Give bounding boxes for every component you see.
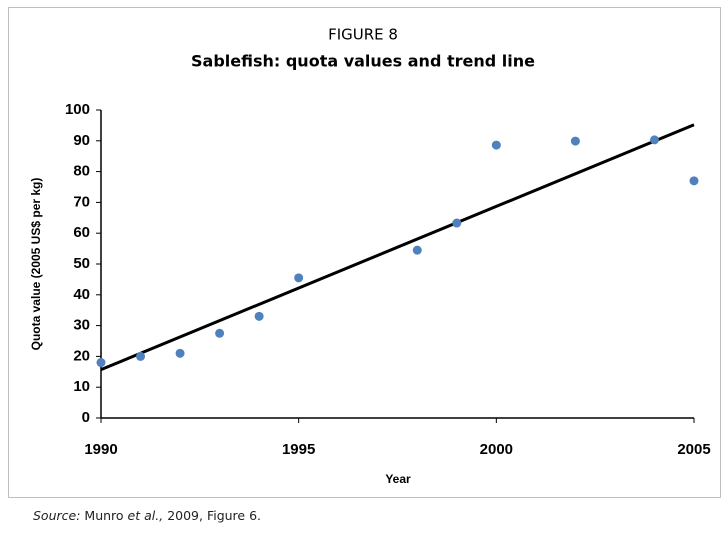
- data-point: [412, 245, 422, 255]
- data-point: [491, 140, 501, 150]
- data-point: [570, 136, 580, 146]
- data-point: [96, 358, 106, 368]
- data-point: [689, 176, 699, 186]
- data-point: [136, 351, 146, 361]
- y-tick-label: 100: [65, 101, 90, 118]
- data-point: [215, 328, 225, 338]
- y-tick-label: 60: [73, 224, 90, 241]
- source-label: Source:: [33, 508, 81, 523]
- x-tick-label: 1995: [282, 441, 315, 458]
- y-tick-label: 50: [73, 255, 90, 272]
- data-point: [294, 273, 304, 283]
- chart-title: FIGURE 8: [328, 26, 398, 44]
- data-point: [649, 135, 659, 145]
- x-tick-label: 1990: [84, 441, 117, 458]
- x-tick-label: 2000: [480, 441, 513, 458]
- x-tick-label: 2005: [677, 441, 710, 458]
- y-tick-label: 10: [73, 378, 90, 395]
- source-rest: 2009, Figure 6.: [167, 508, 262, 523]
- data-point: [175, 348, 185, 358]
- frame: [8, 7, 721, 498]
- data-point: [452, 218, 462, 228]
- chart-subtitle: Sablefish: quota values and trend line: [191, 52, 535, 71]
- y-tick-label: 90: [73, 132, 90, 149]
- data-point: [254, 311, 264, 321]
- source-author: Munro: [84, 508, 124, 523]
- y-tick-label: 20: [73, 347, 90, 364]
- y-tick-label: 0: [82, 409, 90, 426]
- trend-line: [100, 123, 695, 372]
- y-tick-label: 30: [73, 317, 90, 334]
- source-etal: et al.,: [127, 508, 164, 523]
- y-axis-label: Quota value (2005 US$ per kg): [29, 178, 43, 351]
- y-tick-label: 70: [73, 193, 90, 210]
- source-note: Source: Munro et al., 2009, Figure 6.: [33, 508, 261, 523]
- x-axis-label: Year: [385, 472, 411, 486]
- y-tick-label: 40: [73, 286, 90, 303]
- y-tick-label: 80: [73, 163, 90, 180]
